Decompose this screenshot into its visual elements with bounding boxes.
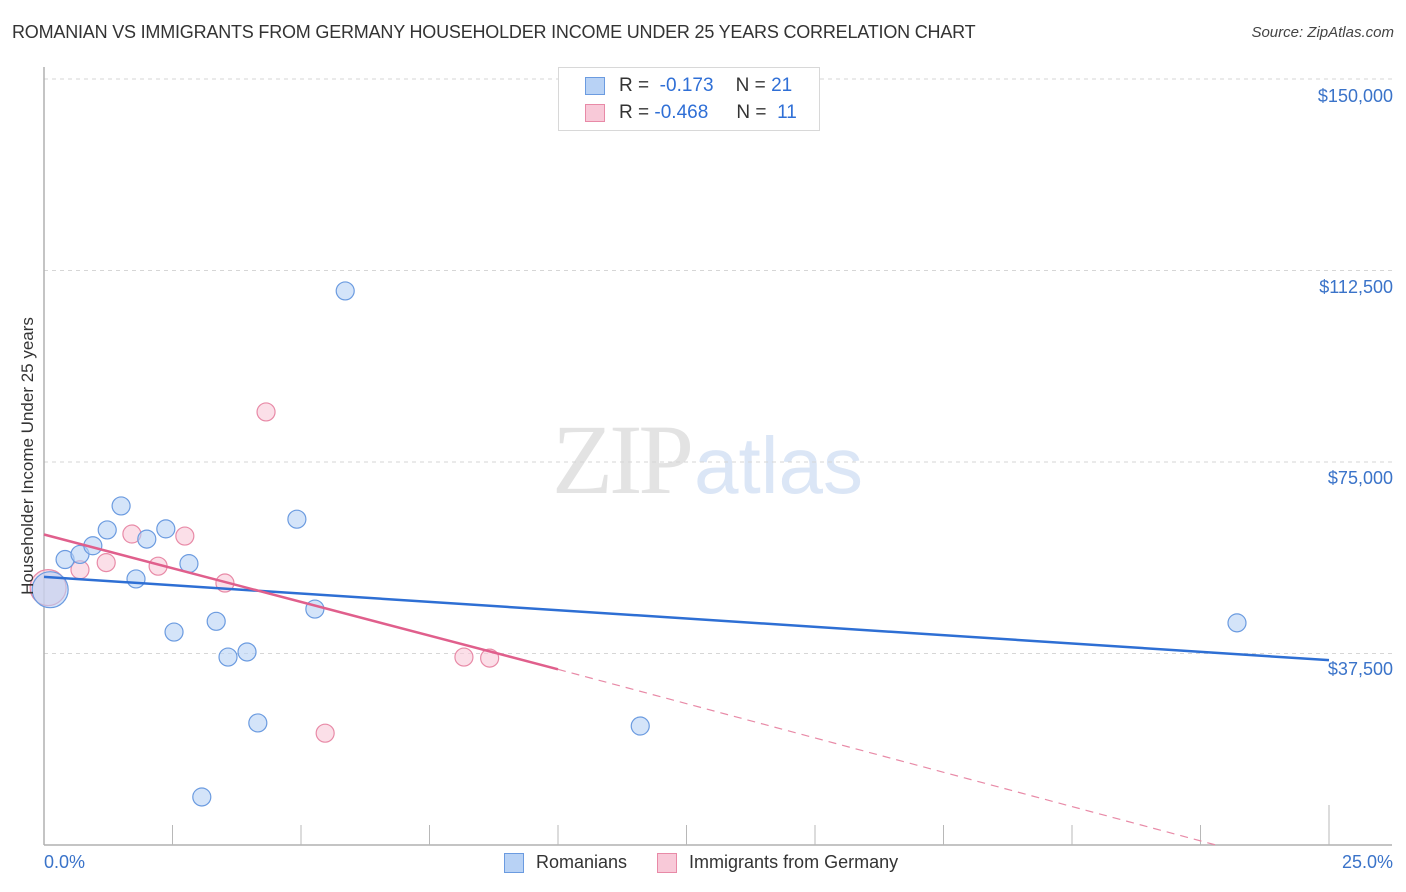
n-value: 21 [771,75,793,96]
n-label: N = [735,75,766,96]
legend-item-germany[interactable]: Immigrants from Germany [657,852,898,873]
romanians-point [126,569,146,589]
series-legend: Romanians Immigrants from Germany [504,852,928,873]
germany-swatch [657,852,678,873]
germany-trendline [43,533,559,671]
legend-row-romanians: R = -0.173 N = 21 [585,73,792,99]
romanians-point [218,647,238,667]
germany-swatch [585,104,605,122]
romanians-point [630,716,650,736]
romanians-point [31,571,69,609]
legend-item-romanians[interactable]: Romanians [504,852,627,873]
legend-row-germany: R = -0.468 N = 11 [585,100,797,126]
n-label: N = [736,102,767,123]
y-tick-label: $150,000 [1317,86,1393,106]
romanians-point [192,787,212,807]
y-axis-label: Householder Income Under 25 years [18,317,37,595]
source-label: Source: ZipAtlas.com [1251,24,1394,41]
romanians-point [156,519,176,539]
x-tick-label: 25.0% [1341,852,1393,872]
romanians-point [111,496,131,516]
y-tick-label: $37,500 [1327,659,1393,679]
correlation-legend: R = -0.173 N = 21 R = -0.468 N = 11 [558,67,820,131]
r-value: -0.173 [659,75,714,96]
r-label: R = [619,75,650,96]
chart-title: ROMANIAN VS IMMIGRANTS FROM GERMANY HOUS… [12,22,976,42]
romanians-point [335,281,355,301]
romanians-point [164,622,184,642]
legend-label: Immigrants from Germany [689,852,899,872]
r-label: R = [619,102,650,123]
y-tick-label: $75,000 [1327,468,1393,488]
romanians-trendline [43,575,1330,662]
watermark: ZIPatlas [552,404,863,515]
germany-trendline-extension [557,668,1217,846]
germany-point [454,647,474,667]
r-value: -0.468 [654,102,709,123]
x-tick-label: 0.0% [44,852,86,872]
romanians-point [287,509,307,529]
y-tick-label: $112,500 [1319,277,1393,297]
romanians-point [137,529,157,549]
germany-point [175,526,195,546]
romanians-point [206,611,226,631]
romanians-point [1227,613,1247,633]
germany-point [256,402,276,422]
romanians-swatch [504,852,524,873]
romanians-point [97,520,117,540]
legend-label: Romanians [536,852,628,872]
romanians-swatch [585,77,605,95]
n-value: 11 [777,102,797,123]
germany-point [96,553,116,573]
germany-point [315,723,335,743]
romanians-point [237,642,257,662]
romanians-point [248,713,268,733]
